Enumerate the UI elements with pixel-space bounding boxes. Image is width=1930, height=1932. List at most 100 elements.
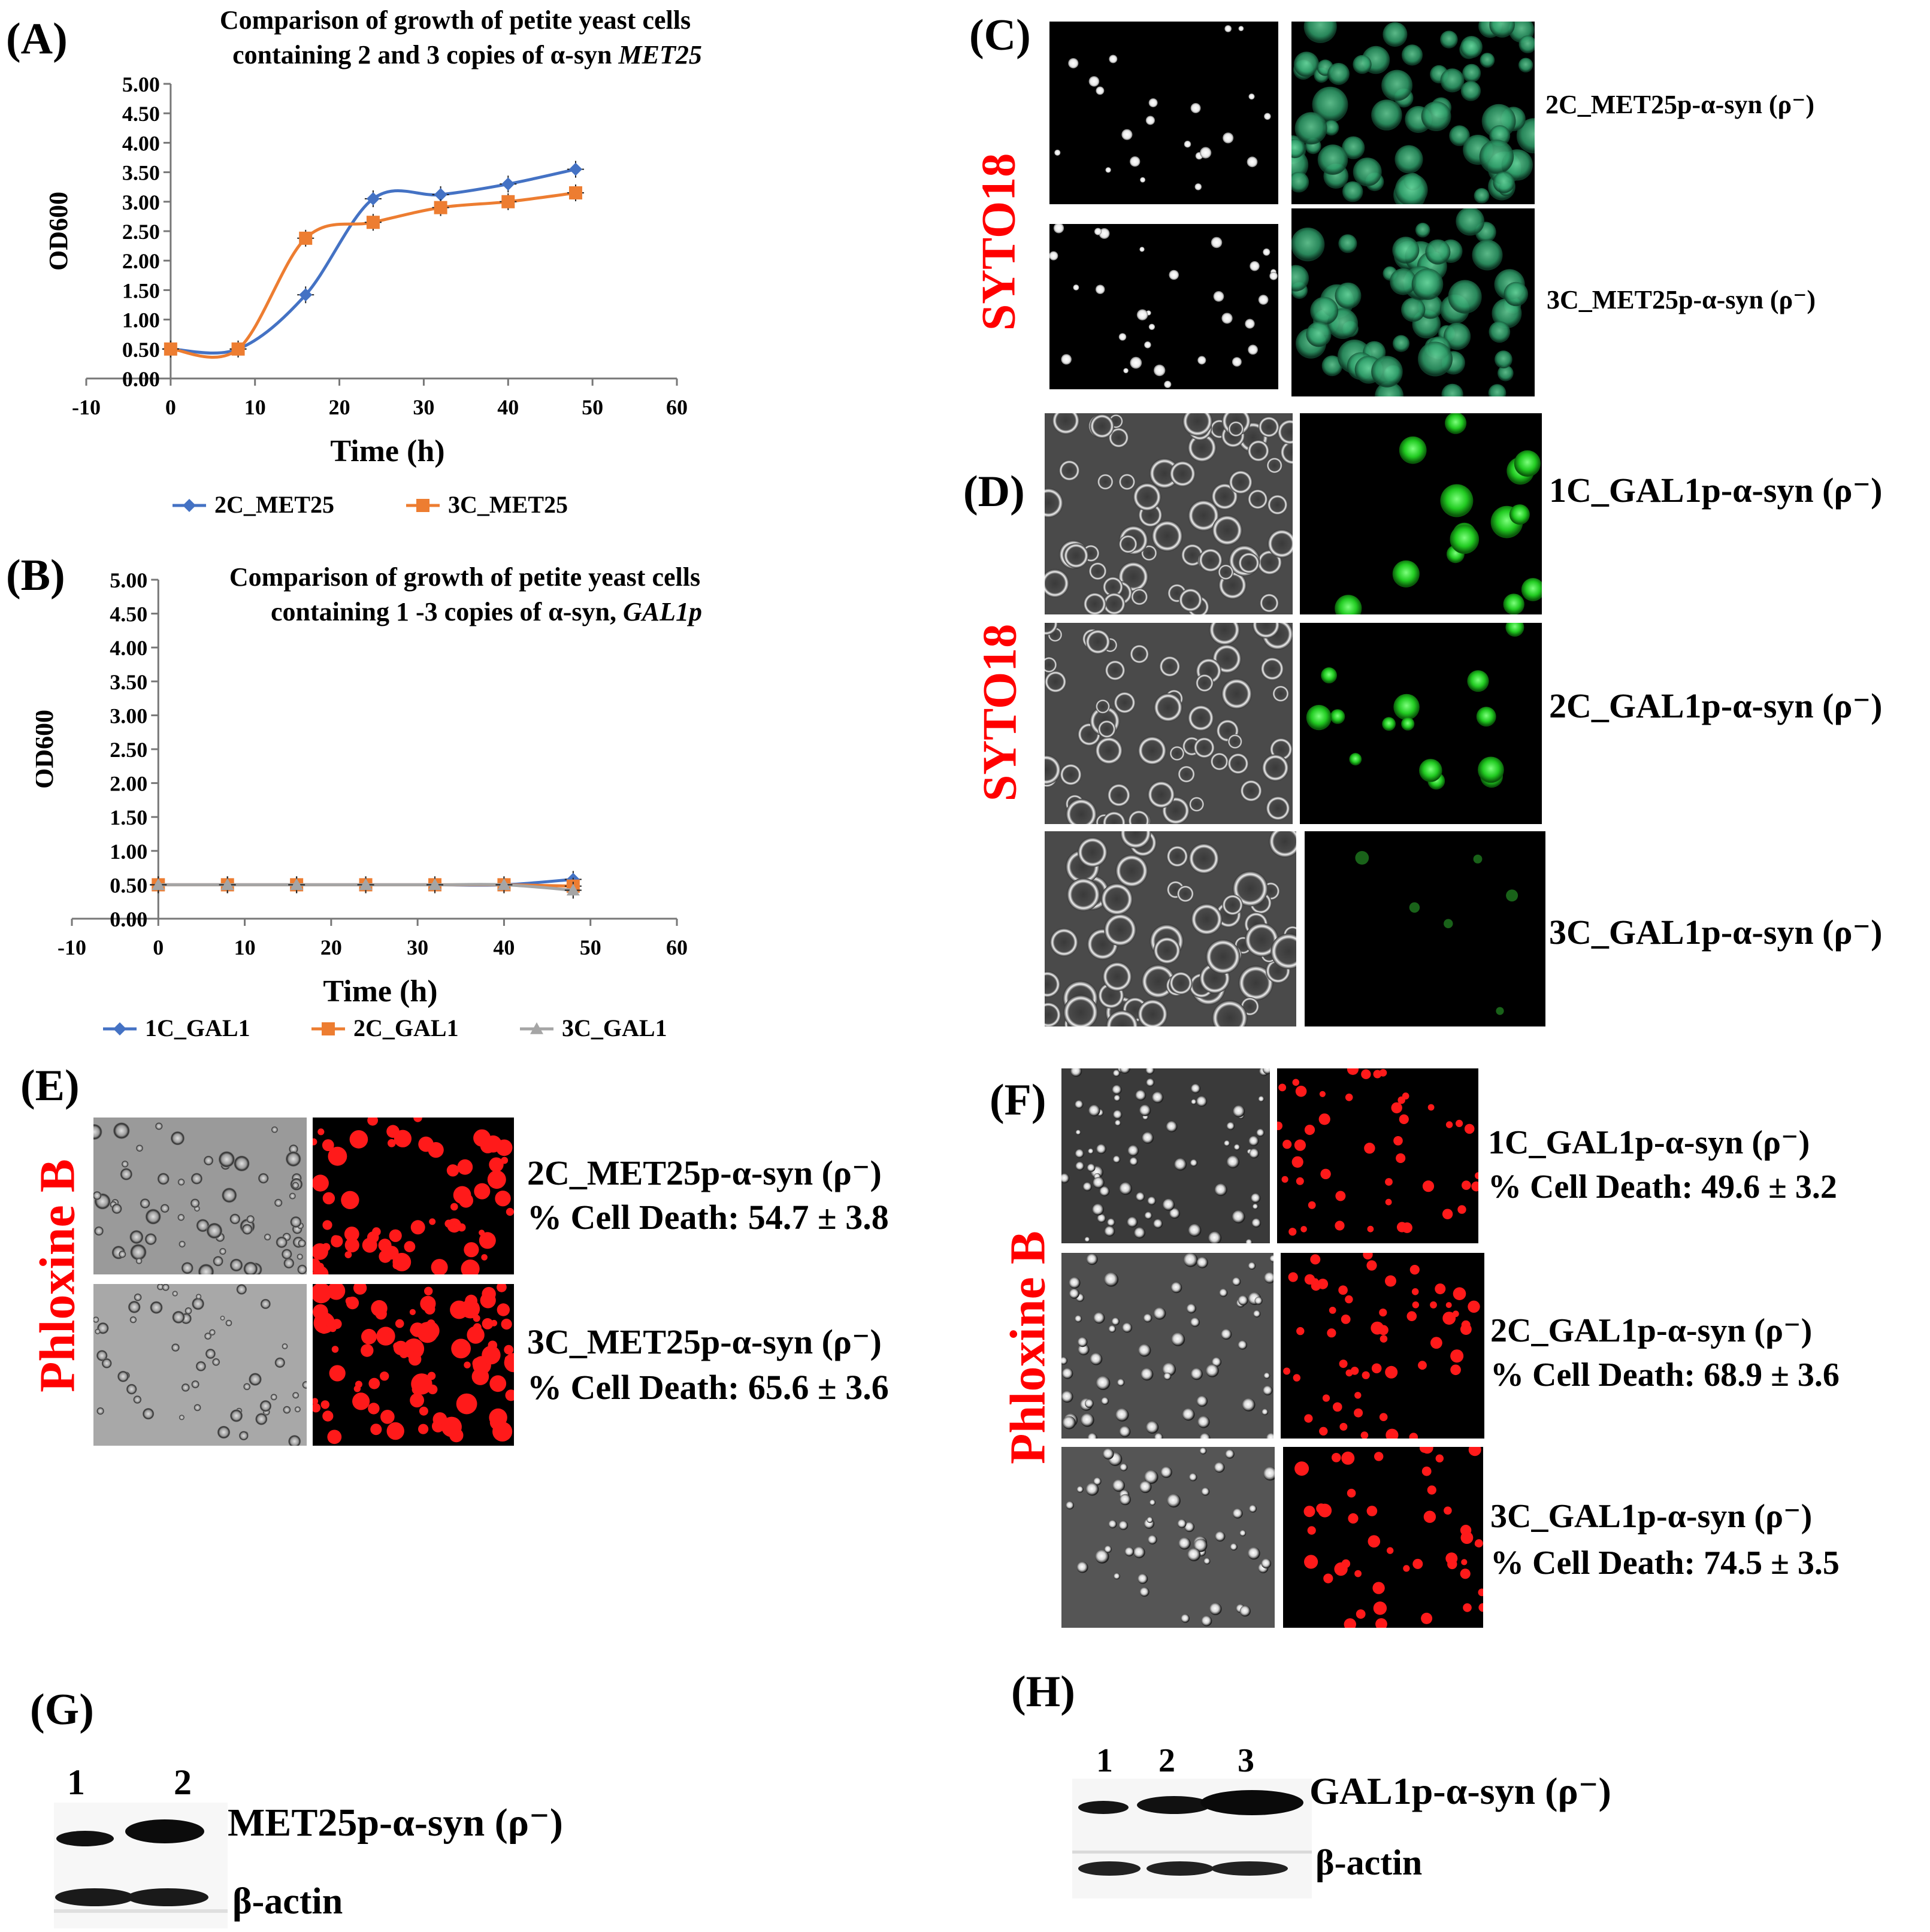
chart-a-ytick-label: 5.00 [122, 72, 160, 96]
cell [1281, 1176, 1288, 1183]
cell [1462, 63, 1481, 83]
cell [1291, 1156, 1303, 1168]
cell [1345, 1295, 1353, 1304]
chart-b-ytick-label: 3.00 [110, 704, 147, 728]
cell [1371, 1363, 1382, 1374]
cell [1227, 1155, 1240, 1168]
cell [181, 1383, 190, 1392]
cell [1421, 1612, 1433, 1624]
cell [1296, 1327, 1305, 1336]
cell [1449, 125, 1470, 146]
cell [1112, 1479, 1125, 1492]
chart-a-x-axis-label: Time (h) [330, 434, 444, 468]
cell [1421, 1466, 1432, 1476]
cell [142, 1408, 155, 1420]
cell [1418, 341, 1453, 377]
cell [1154, 364, 1166, 377]
cell [1489, 321, 1511, 343]
cell [1497, 365, 1514, 381]
cell [285, 1151, 301, 1167]
cell [1338, 234, 1357, 253]
cell [1504, 281, 1529, 307]
cell [371, 1300, 388, 1317]
cell [1460, 1324, 1472, 1335]
cell [1212, 1000, 1248, 1026]
cell [1291, 228, 1325, 262]
chart-a-data-point [366, 192, 380, 205]
cell [1303, 1506, 1315, 1518]
cell [1148, 323, 1155, 330]
cell [1108, 1325, 1116, 1333]
cell [1113, 1155, 1121, 1163]
cell [1203, 1558, 1211, 1565]
cell [1392, 335, 1410, 352]
g-western-blot [54, 1803, 228, 1928]
cell [1181, 1614, 1190, 1623]
cell [1245, 923, 1279, 957]
cell [1154, 1433, 1163, 1439]
cell [1444, 1506, 1452, 1515]
cell [195, 1361, 206, 1371]
cell [1254, 1297, 1263, 1305]
cell [144, 1233, 157, 1246]
cell [444, 1219, 453, 1228]
cell [1450, 1349, 1464, 1363]
chart-b-gal1-growth: Comparison of growth of petite yeast cel… [36, 562, 702, 1041]
cell [1409, 1265, 1420, 1275]
cell [1291, 265, 1309, 292]
cell [1258, 416, 1279, 438]
cell [1138, 999, 1168, 1026]
chart-a-data-point [568, 162, 582, 176]
cell [506, 1207, 514, 1216]
cell [1373, 1601, 1387, 1615]
micrograph-e-3c-brightfield [93, 1284, 307, 1446]
micrograph-d-3c-phase [1045, 831, 1296, 1026]
cell [479, 1232, 496, 1249]
cell [120, 1168, 133, 1180]
cell [1114, 1095, 1121, 1101]
cell [192, 1297, 204, 1310]
cell [1191, 1099, 1197, 1105]
cell [179, 1240, 186, 1248]
chart-b-ytick-label: 4.50 [110, 602, 147, 626]
cell [1184, 1522, 1195, 1533]
cell [1397, 1096, 1405, 1104]
cell [1427, 1104, 1435, 1111]
f-label-3c-strain: 3C_GAL1p-α-syn (ρ⁻) [1490, 1498, 1813, 1535]
cell [179, 1415, 184, 1421]
cell [1399, 1114, 1409, 1124]
cell [327, 1284, 346, 1300]
cell [1197, 356, 1206, 365]
cell [1263, 1372, 1270, 1379]
cell [274, 1357, 286, 1368]
cell [1261, 1558, 1272, 1568]
cell [404, 1241, 416, 1252]
cell [479, 1230, 485, 1236]
cell [1373, 1070, 1382, 1079]
cell [128, 1301, 141, 1313]
cell [489, 1415, 505, 1430]
cell [1123, 368, 1129, 374]
cell [1197, 1256, 1208, 1268]
cell [1178, 765, 1196, 783]
cell [1401, 298, 1426, 322]
cell [1345, 1369, 1353, 1377]
cell [135, 1258, 143, 1264]
cell [1394, 173, 1428, 204]
cell [1258, 295, 1269, 305]
cell [1062, 1368, 1073, 1379]
cell [1113, 1070, 1120, 1077]
cell [1304, 1125, 1315, 1135]
cell [1232, 1277, 1241, 1286]
cell [1053, 224, 1064, 234]
cell [1307, 1526, 1316, 1535]
chart-b-title-line1: Comparison of growth of petite yeast cel… [229, 562, 700, 592]
cell [157, 1173, 170, 1185]
cell [1475, 1172, 1478, 1179]
cell [1171, 1333, 1185, 1346]
cell [1215, 1183, 1227, 1197]
cell [1323, 120, 1339, 136]
cell [195, 1294, 202, 1300]
cell [1450, 1364, 1461, 1376]
cell [1442, 1209, 1453, 1219]
